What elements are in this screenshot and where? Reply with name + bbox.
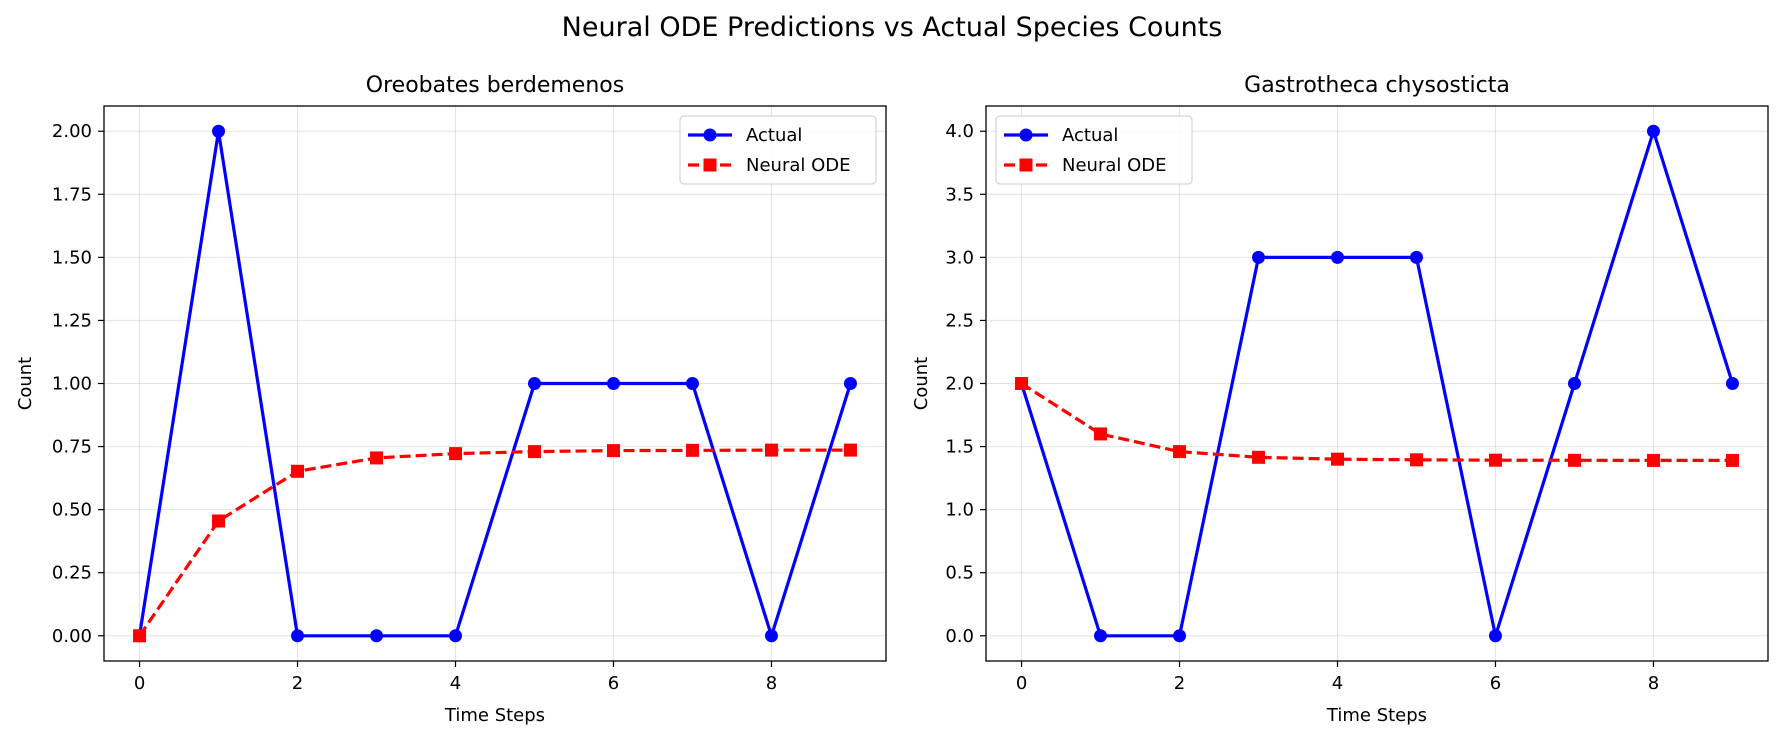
chart-1-series-neural-ode-point-1	[212, 514, 226, 528]
chart-1-series-actual-point-9	[843, 377, 857, 390]
chart-2-legend-actual-marker	[1019, 128, 1033, 142]
chart-2-xtick-label-4: 8	[1648, 673, 1659, 694]
chart-2-ytick-label-8: 4.0	[945, 121, 974, 142]
chart-2-series-neural-ode-point-0	[1015, 377, 1029, 390]
chart-1-series-actual-point-2	[291, 629, 305, 643]
chart-1-series-actual-point-3	[370, 629, 384, 643]
chart-2-ytick-label-5: 2.5	[945, 310, 974, 331]
chart-1-series-actual-point-5	[527, 377, 541, 390]
chart-1-series-neural-ode-point-0	[133, 629, 147, 643]
chart-2-ytick-label-3: 1.5	[945, 437, 974, 458]
chart-1-legend-box	[679, 115, 877, 185]
chart-1-series-actual-point-4	[449, 629, 463, 643]
chart-1-ytick-label-3: 0.75	[52, 437, 92, 458]
chart-1-series-actual-point-8	[764, 629, 778, 643]
chart-2-series-actual-point-5	[1409, 250, 1423, 264]
chart-2-legend-actual-label: Actual	[1062, 125, 1118, 146]
chart-2-series-actual-line	[1019, 129, 1735, 638]
chart-2-ytick-label-7: 3.5	[945, 184, 974, 205]
chart-1-ytick-label-6: 1.50	[52, 247, 92, 268]
chart-2-series-neural-ode-point-3	[1252, 450, 1266, 464]
chart-2-xtick-label-1: 2	[1174, 673, 1185, 694]
chart-1-series-neural-ode-point-6	[606, 444, 620, 458]
chart-2-legend-neural-ode-marker	[1019, 158, 1033, 172]
chart-1-ytick-label-4: 1.00	[52, 374, 92, 395]
chart-1-xtick-label-2: 4	[450, 673, 461, 694]
chart-1-series-neural-ode-point-2	[291, 464, 305, 478]
chart-2-series-actual-point-3	[1252, 250, 1266, 264]
chart-2-title: Gastrotheca chysosticta	[1244, 73, 1510, 98]
chart-1-series-neural-ode-point-4	[449, 447, 463, 461]
chart-2-series-neural-ode-point-8	[1646, 453, 1660, 467]
chart-1-legend-neural-ode-label: Neural ODE	[746, 155, 851, 176]
chart-1-series-actual-point-1	[212, 124, 226, 138]
chart-2: 0 2 4 6 8 0.0 0.5 1.0 1.5 2.0 2.5 3.0 3.5 4.0 Gastroth…	[911, 73, 1769, 726]
chart-1-legend: Actual Neural ODE	[679, 115, 877, 185]
chart-1-series-neural-ode-point-7	[685, 443, 699, 457]
chart-2-series-neural-ode-point-2	[1173, 445, 1187, 459]
chart-2-series-actual-point-9	[1725, 377, 1739, 390]
chart-2-series-actual-point-2	[1173, 629, 1187, 643]
chart-2-ytick-label-0: 0.0	[945, 626, 974, 647]
chart-1-ytick-label-2: 0.50	[52, 500, 92, 521]
chart-2-series-actual-point-1	[1094, 629, 1108, 643]
chart-2-series-neural-ode-point-4	[1331, 452, 1345, 466]
chart-2-series-actual-point-6	[1488, 629, 1502, 643]
chart-1-series-neural-ode-point-8	[764, 443, 778, 457]
chart-2-axes-frame	[985, 105, 1769, 662]
chart-2-series-neural-ode-point-1	[1094, 427, 1108, 441]
chart-2-xtick-label-3: 6	[1490, 673, 1501, 694]
chart-2-series-neural-ode-line	[1020, 382, 1733, 462]
chart-1-ytick-label-7: 1.75	[52, 184, 92, 205]
chart-2-ytick-label-6: 3.0	[945, 247, 974, 268]
chart-1-series-neural-ode-point-3	[370, 451, 384, 465]
chart-1-series-actual-point-7	[685, 377, 699, 390]
chart-1-xlabel: Time Steps	[444, 705, 545, 726]
chart-1-ytick-label-5: 1.25	[52, 310, 92, 331]
chart-1-xtick-label-3: 6	[608, 673, 619, 694]
chart-1-legend-actual-marker	[703, 128, 717, 142]
chart-2-ytick-label-4: 2.0	[945, 374, 974, 395]
chart-2-series-neural-ode-point-6	[1488, 453, 1502, 467]
chart-1-series-neural-ode-point-9	[843, 443, 857, 457]
chart-2-series-neural-ode-point-9	[1725, 453, 1739, 467]
chart-2-xlabel: Time Steps	[1326, 705, 1427, 726]
chart-2-series-neural-ode-point-5	[1409, 453, 1423, 467]
chart-1-series-neural-ode-line	[138, 448, 851, 637]
chart-2-legend-neural-ode-label: Neural ODE	[1062, 155, 1167, 176]
chart-1-legend-actual-label: Actual	[746, 125, 802, 146]
chart-2-ytick-label-1: 0.5	[945, 563, 974, 584]
chart-1-ytick-label-0: 0.00	[52, 626, 92, 647]
chart-2-series-actual-point-8	[1646, 124, 1660, 138]
chart-2-series-neural-ode-point-7	[1567, 453, 1581, 467]
chart-2-legend-box	[995, 115, 1193, 185]
chart-1-ytick-label-1: 0.25	[52, 563, 92, 584]
chart-1-series-actual-point-6	[606, 377, 620, 390]
chart-1-title: Oreobates berdemenos	[366, 73, 624, 98]
chart-1-series-actual-line	[137, 129, 853, 638]
chart-1-axes-frame	[103, 105, 887, 662]
chart-1-xtick-label-1: 2	[292, 673, 303, 694]
chart-1-xtick-label-4: 8	[766, 673, 777, 694]
figure-title: Neural ODE Predictions vs Actual Species…	[562, 12, 1223, 43]
chart-2-series-actual-point-4	[1331, 250, 1345, 264]
chart-2-ylabel: Count	[911, 357, 932, 410]
chart-1-ylabel: Count	[15, 357, 36, 410]
chart-2-legend: Actual Neural ODE	[995, 115, 1193, 185]
chart-2-xtick-label-0: 0	[1016, 673, 1027, 694]
chart-2-xtick-label-2: 4	[1332, 673, 1343, 694]
chart-1-series-neural-ode-point-5	[527, 445, 541, 459]
chart-1-legend-neural-ode-marker	[703, 158, 717, 172]
chart-1: 0 2 4 6 8 0.00 0.25 0.50 0.75 1.00 1.25 1.50 1.75 2.0…	[15, 73, 887, 726]
chart-2-series-actual-point-7	[1567, 377, 1581, 390]
chart-1-xtick-label-0: 0	[134, 673, 145, 694]
chart-1-ytick-label-8: 2.00	[52, 121, 92, 142]
chart-2-ytick-label-2: 1.0	[945, 500, 974, 521]
